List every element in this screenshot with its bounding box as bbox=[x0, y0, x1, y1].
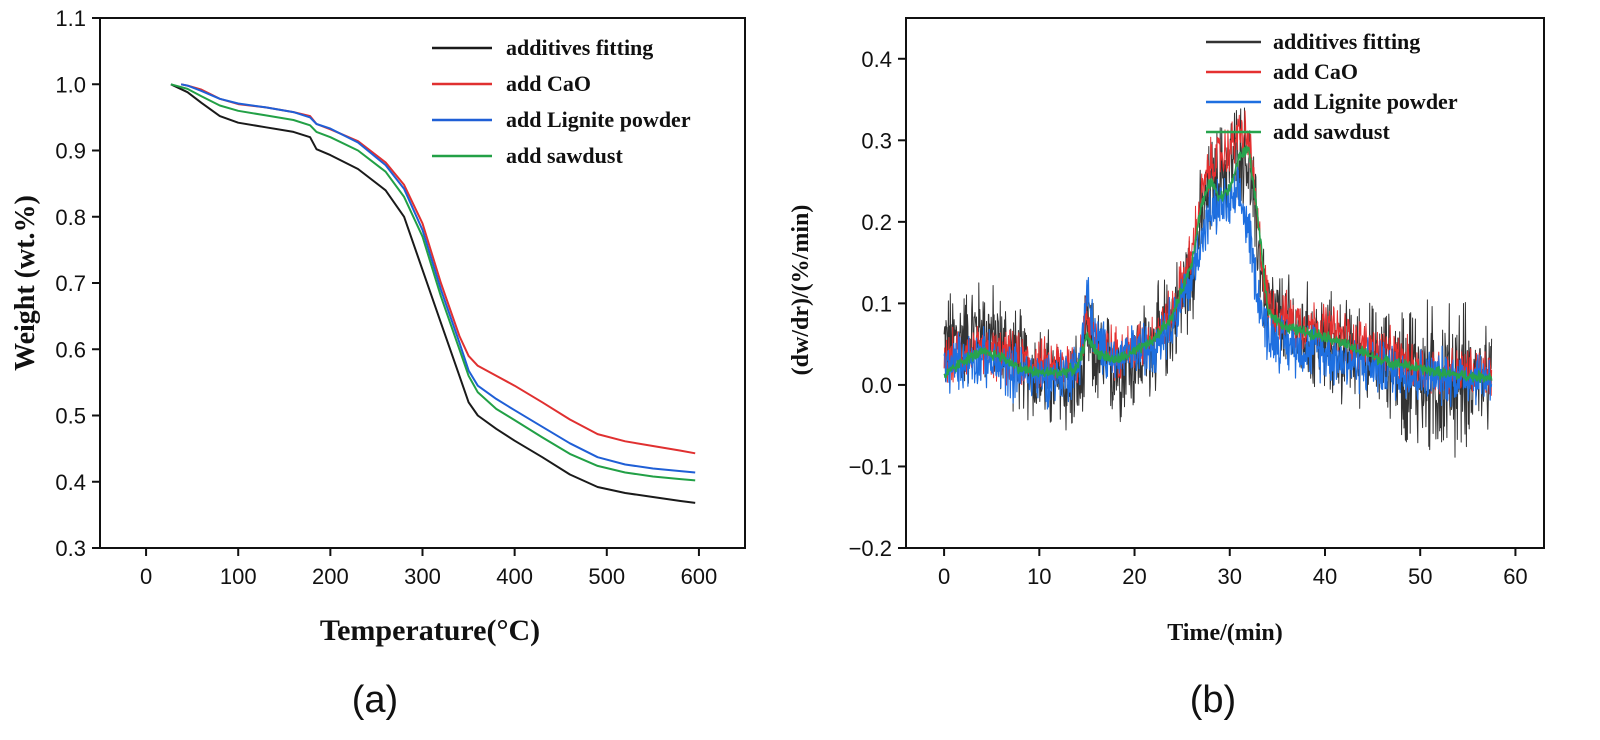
chart-a-ytick-label: 0.6 bbox=[55, 337, 86, 362]
chart-b-legend-label: add CaO bbox=[1273, 59, 1358, 84]
chart-a-legend-label: add Lignite powder bbox=[506, 107, 691, 132]
chart-b-ytick-label: 0.1 bbox=[861, 291, 892, 316]
chart-a-xlabel: Temperature(°C) bbox=[320, 614, 540, 647]
chart-b-frame bbox=[905, 17, 1545, 549]
chart-a-xtick-label: 100 bbox=[220, 564, 257, 589]
chart-b-ylabel: (dw/dr)/(%/min) bbox=[788, 205, 814, 376]
chart-b-series-3-line bbox=[943, 145, 1493, 383]
chart-a-series-0-line bbox=[170, 83, 696, 504]
chart-a-xtick-label: 300 bbox=[404, 564, 441, 589]
chart-a-legend-label: add CaO bbox=[506, 71, 591, 96]
chart-a-ytick-label: 1.0 bbox=[55, 72, 86, 97]
chart-a-ytick-label: 0.3 bbox=[55, 536, 86, 561]
chart-a-series-3-line bbox=[170, 83, 696, 482]
chart-b-series-0-line bbox=[943, 107, 1493, 458]
chart-b-ytick-label: −0.1 bbox=[849, 454, 892, 479]
chart-a-xtick-label: 200 bbox=[312, 564, 349, 589]
chart-b-ticks: 0 10 20 30 40 50 60 −0.2 −0.1 0.0 0.1 0.2 0.3 0.4 bbox=[849, 47, 1528, 589]
chart-a-panel-label: (a) bbox=[352, 679, 398, 721]
chart-a-ytick-label: 0.7 bbox=[55, 271, 86, 296]
chart-b-xlabel: Time/(min) bbox=[1167, 620, 1283, 646]
chart-a-ytick-label: 0.8 bbox=[55, 205, 86, 230]
chart-b-panel-label: (b) bbox=[1190, 679, 1236, 721]
chart-a-ytick-label: 0.9 bbox=[55, 139, 86, 164]
chart-a-xtick-label: 400 bbox=[496, 564, 533, 589]
chart-a-legend: additives fitting add CaO add Lignite powd… bbox=[432, 35, 691, 168]
chart-b-ytick-label: 0.3 bbox=[861, 128, 892, 153]
chart-b-ytick-label: 0.2 bbox=[861, 210, 892, 235]
chart-b-legend-label: additives fitting bbox=[1273, 29, 1420, 54]
chart-a-ylabel: Weight (wt.%) bbox=[10, 195, 41, 371]
chart-a-ticks: 0 100 200 300 400 500 600 0.3 0.4 0.5 0.6 0.7 0.8 0.9… bbox=[55, 6, 717, 589]
chart-b-ytick-label: −0.2 bbox=[849, 536, 892, 561]
chart-b-ytick-label: 0.0 bbox=[861, 373, 892, 398]
chart-a-ytick-label: 0.4 bbox=[55, 470, 86, 495]
chart-a-xtick-label: 500 bbox=[588, 564, 625, 589]
chart-a-legend-label: add sawdust bbox=[506, 143, 623, 168]
chart-b-ytick-label: 0.4 bbox=[861, 47, 892, 72]
chart-b-xtick-label: 30 bbox=[1218, 564, 1242, 589]
chart-a: 0 100 200 300 400 500 600 0.3 0.4 0.5 0.6 0.7 0.8 0.9… bbox=[10, 6, 746, 721]
chart-b: 0 10 20 30 40 50 60 −0.2 −0.1 0.0 0.1 0.2 0.3 0.4 Tim… bbox=[788, 17, 1545, 721]
chart-b-series-layer bbox=[943, 107, 1493, 458]
chart-b-legend-label: add Lignite powder bbox=[1273, 89, 1458, 114]
chart-b-xtick-label: 60 bbox=[1503, 564, 1527, 589]
chart-a-legend-label: additives fitting bbox=[506, 35, 653, 60]
chart-a-series-1-line bbox=[180, 83, 696, 455]
chart-a-series-2-line bbox=[180, 83, 696, 474]
chart-b-legend-label: add sawdust bbox=[1273, 119, 1390, 144]
chart-a-series-layer bbox=[170, 83, 696, 504]
chart-b-xtick-label: 20 bbox=[1122, 564, 1146, 589]
chart-b-xtick-label: 0 bbox=[938, 564, 950, 589]
chart-b-xtick-label: 50 bbox=[1408, 564, 1432, 589]
chart-b-xtick-label: 10 bbox=[1027, 564, 1051, 589]
chart-a-ytick-label: 1.1 bbox=[55, 6, 86, 31]
chart-a-xtick-label: 0 bbox=[140, 564, 152, 589]
chart-a-xtick-label: 600 bbox=[681, 564, 718, 589]
chart-b-legend: additives fitting add CaO add Lignite powd… bbox=[1206, 29, 1458, 144]
chart-a-ytick-label: 0.5 bbox=[55, 404, 86, 429]
chart-b-xtick-label: 40 bbox=[1313, 564, 1337, 589]
